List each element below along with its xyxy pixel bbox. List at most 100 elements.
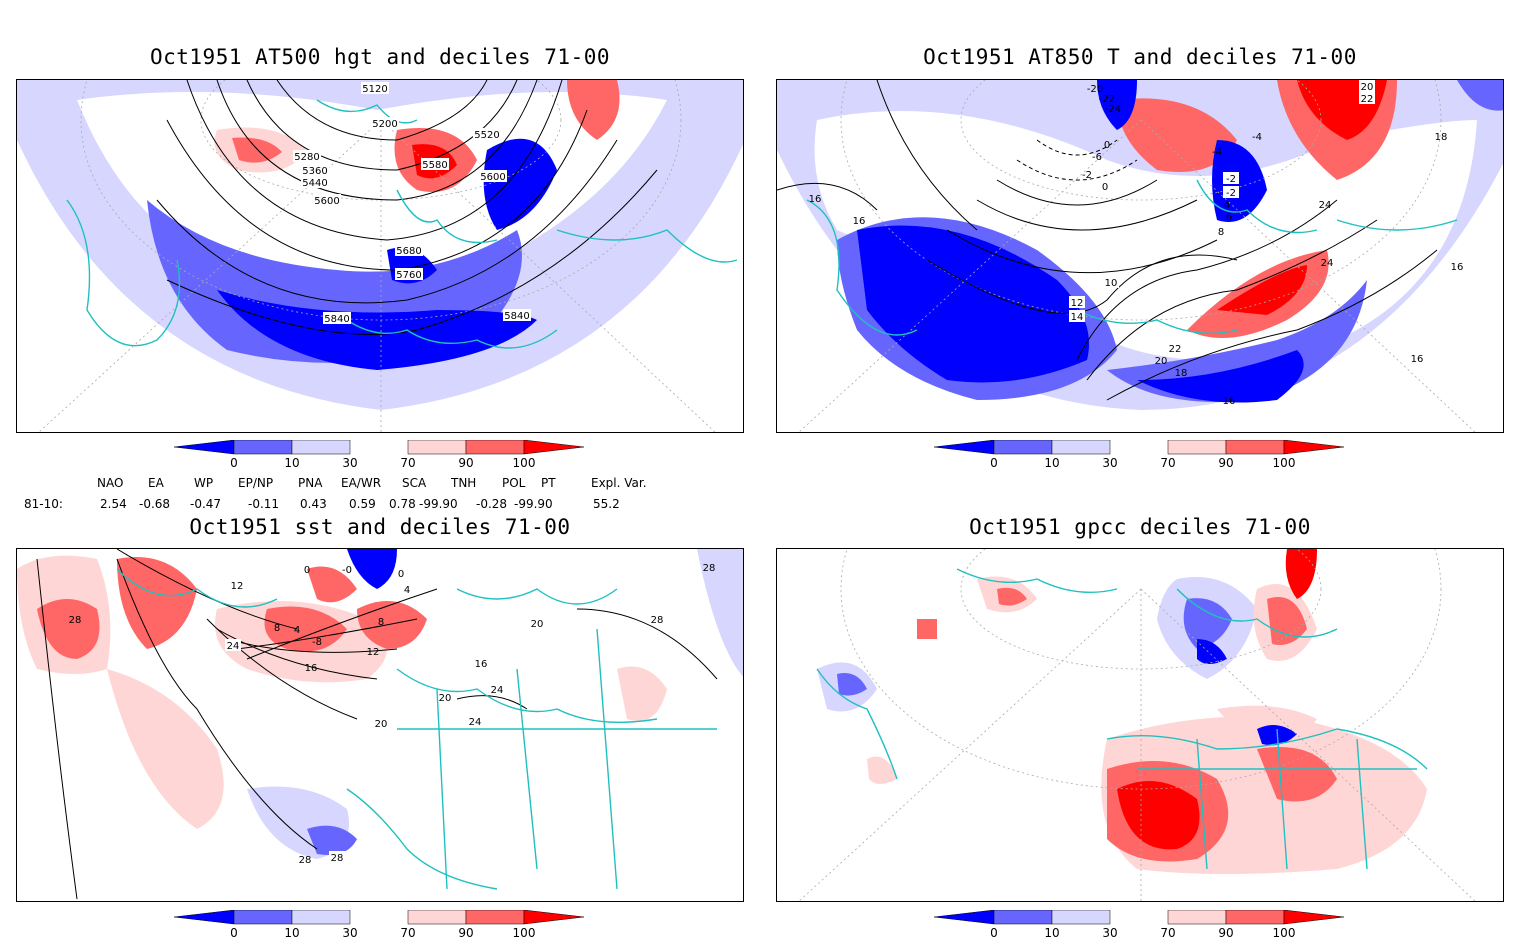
index-row-label: 81-10: bbox=[24, 497, 63, 511]
colorbar-label: 10 bbox=[1044, 456, 1060, 470]
colorbar-label: 100 bbox=[512, 926, 536, 940]
index-header-pna: PNA bbox=[298, 476, 323, 490]
colorbar-label: 0 bbox=[230, 456, 238, 470]
colorbar-label: 100 bbox=[1272, 456, 1296, 470]
panel-title-hgt500: Oct1951 AT500 hgt and deciles 71-00 bbox=[149, 45, 610, 69]
index-header-ea: EA bbox=[148, 476, 164, 490]
index-value-pna: 0.43 bbox=[300, 497, 327, 511]
index-header-pt: PT bbox=[541, 476, 556, 490]
contour-label: 20 bbox=[375, 719, 388, 730]
contour-label: 5600 bbox=[480, 172, 505, 183]
contour-label: 16 bbox=[1451, 262, 1464, 273]
contour-label: 16 bbox=[1223, 396, 1236, 407]
colorbar-label: 100 bbox=[1272, 926, 1296, 940]
contour-label: 5840 bbox=[324, 314, 349, 325]
contour-label: 5440 bbox=[302, 178, 327, 189]
contour-label: -4 bbox=[1212, 147, 1222, 158]
colorbar-sst: 0 10 30 70 90 100 bbox=[173, 909, 586, 940]
contour-label: -8 bbox=[312, 637, 322, 648]
contour-label: 8 bbox=[1218, 227, 1224, 238]
colorbar-label: 30 bbox=[342, 456, 358, 470]
colorbar-label: 90 bbox=[458, 926, 474, 940]
contour-label: 6 bbox=[1226, 212, 1232, 223]
contour-label: 16 bbox=[853, 216, 866, 227]
contour-label: 28 bbox=[69, 615, 82, 626]
contour-label: 4 bbox=[1224, 200, 1230, 211]
colorbar-gpcc: 0 10 30 70 90 100 bbox=[933, 909, 1346, 940]
contour-label: -6 bbox=[1092, 152, 1102, 163]
index-value-tnh: -99.90 bbox=[419, 497, 458, 511]
contour-label: 4 bbox=[294, 625, 300, 636]
index-value-wp: -0.47 bbox=[190, 497, 222, 511]
contour-label: 20 bbox=[1361, 82, 1374, 93]
index-header-nao: NAO bbox=[97, 476, 124, 490]
contour-label: 0 bbox=[1102, 182, 1108, 193]
index-header-pol: POL bbox=[502, 476, 526, 490]
index-value-epnp: -0.11 bbox=[248, 497, 280, 511]
colorbar-label: 0 bbox=[230, 926, 238, 940]
contour-label: 28 bbox=[651, 615, 664, 626]
contour-label: 0 bbox=[304, 565, 310, 576]
contour-label: 12 bbox=[367, 647, 380, 658]
colorbar-label: 10 bbox=[1044, 926, 1060, 940]
colorbar-label: 0 bbox=[990, 456, 998, 470]
contour-label: 5120 bbox=[362, 84, 387, 95]
index-value-nao: 2.54 bbox=[100, 497, 127, 511]
contour-label: -24 bbox=[1105, 104, 1121, 115]
colorbar-label: 30 bbox=[342, 926, 358, 940]
contour-label: 18 bbox=[1175, 368, 1188, 379]
contour-label: 28 bbox=[703, 563, 716, 574]
contour-label: 10 bbox=[1105, 278, 1118, 289]
colorbar-label: 0 bbox=[990, 926, 998, 940]
index-header-epnp: EP/NP bbox=[238, 476, 274, 490]
contour-label: 20 bbox=[439, 693, 452, 704]
colorbar-label: 10 bbox=[284, 926, 300, 940]
contour-label: 20 bbox=[1155, 356, 1168, 367]
map-panel-hgt500: 5120 5200 5280 5360 5440 5520 5580 5600 … bbox=[16, 79, 744, 433]
contour-label: -2 bbox=[1226, 188, 1236, 199]
contour-label: 5840 bbox=[504, 311, 529, 322]
panel-title-t850: Oct1951 AT850 T and deciles 71-00 bbox=[923, 45, 1357, 69]
colorbar-label: 90 bbox=[1218, 456, 1234, 470]
contour-label: 24 bbox=[469, 717, 482, 728]
index-header-eawr: EA/WR bbox=[341, 476, 382, 490]
contour-label: 16 bbox=[1411, 354, 1424, 365]
contour-label: 8 bbox=[274, 623, 280, 634]
colorbar-label: 70 bbox=[400, 456, 416, 470]
colorbar-label: 30 bbox=[1102, 456, 1118, 470]
colorbar-label: 90 bbox=[1218, 926, 1234, 940]
index-header-tnh: TNH bbox=[451, 476, 477, 490]
contour-label: 24 bbox=[491, 685, 504, 696]
contour-label: 14 bbox=[1071, 312, 1084, 323]
contour-label: -0 bbox=[342, 565, 352, 576]
panel-title-gpcc: Oct1951 gpcc deciles 71-00 bbox=[969, 515, 1311, 539]
index-value-eawr: 0.59 bbox=[349, 497, 376, 511]
index-value-pt: -99.90 bbox=[514, 497, 553, 511]
map-panel-t850: -20 -22 -24 -4 -6 0 -2 0 -4 -2 -2 4 6 8 … bbox=[776, 79, 1504, 433]
index-value-ea: -0.68 bbox=[139, 497, 171, 511]
contour-label: 5580 bbox=[422, 160, 447, 171]
contour-label: 28 bbox=[331, 853, 344, 864]
colorbar-label: 100 bbox=[512, 456, 536, 470]
index-value-expl-var: 55.2 bbox=[593, 497, 620, 511]
contour-label: 8 bbox=[378, 617, 384, 628]
contour-label: 24 bbox=[227, 641, 240, 652]
colorbar-label: 70 bbox=[1160, 456, 1176, 470]
contour-label: -20 bbox=[1087, 84, 1103, 95]
contour-label: 24 bbox=[1319, 200, 1332, 211]
contour-label: -4 bbox=[1252, 132, 1262, 143]
contour-label: 5200 bbox=[372, 119, 397, 130]
contour-label: 0 bbox=[398, 569, 404, 580]
colorbar-label: 90 bbox=[458, 456, 474, 470]
index-value-pol: -0.28 bbox=[476, 497, 508, 511]
colorbar-t850: 0 10 30 70 90 100 bbox=[933, 439, 1346, 474]
contour-label: 22 bbox=[1361, 94, 1374, 105]
map-panel-gpcc bbox=[776, 548, 1504, 902]
contour-label: 28 bbox=[299, 855, 312, 866]
contour-label: 22 bbox=[1169, 344, 1182, 355]
index-header-expl-var: Expl. Var. bbox=[591, 476, 647, 490]
panel-title-sst: Oct1951 sst and deciles 71-00 bbox=[189, 515, 571, 539]
colorbar-hgt500: 0 10 30 70 90 100 bbox=[173, 439, 586, 474]
colorbar-label: 30 bbox=[1102, 926, 1118, 940]
contour-label: 16 bbox=[305, 663, 318, 674]
